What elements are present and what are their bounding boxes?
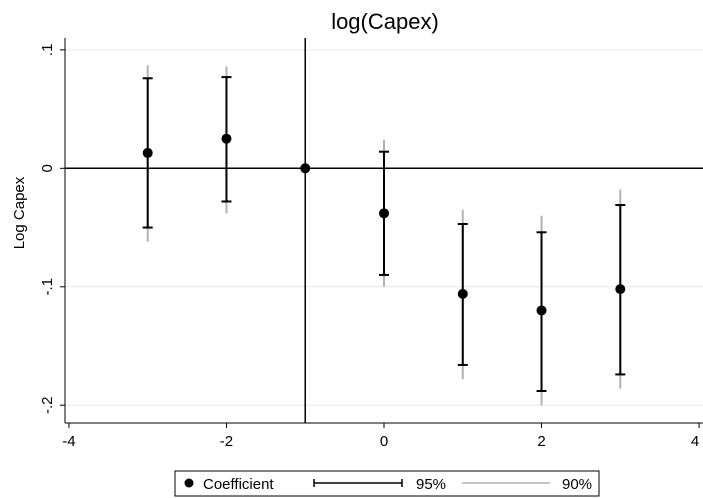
x-tick-label-1: -2 — [220, 433, 233, 450]
y-ticks: .1 0 -.1 -.2 — [39, 44, 65, 414]
legend-coefficient-marker — [184, 478, 194, 488]
coefficient-point-0 — [142, 147, 153, 158]
coefficient-point-2 — [300, 163, 311, 174]
x-tick-label-3: 2 — [537, 433, 545, 450]
legend-ci95-label: 95% — [416, 476, 446, 493]
x-ticks: -4 -2 0 2 4 — [62, 423, 700, 450]
coefficient-point-4 — [457, 288, 468, 299]
coefficient-point-1 — [221, 133, 232, 144]
legend-coefficient-label: Coefficient — [203, 476, 274, 493]
y-tick-label-0: .1 — [39, 44, 56, 57]
x-tick-label-2: 0 — [380, 433, 388, 450]
y-axis-label: Log Capex — [11, 176, 28, 249]
legend: Coefficient 95% 90% — [174, 470, 600, 497]
coefficient-point-6 — [615, 284, 626, 295]
ci95-intervals — [142, 76, 626, 393]
coefficient-points — [142, 133, 626, 316]
y-tick-label-1: 0 — [39, 164, 56, 172]
coefficient-point-5 — [536, 305, 547, 316]
chart-title: log(Capex) — [331, 9, 439, 34]
coefficient-point-3 — [379, 208, 389, 219]
legend-ci90-label: 90% — [562, 476, 592, 493]
x-tick-label-0: -4 — [62, 433, 75, 450]
y-tick-label-2: -.1 — [39, 278, 56, 296]
x-tick-label-4: 4 — [691, 433, 699, 450]
y-tick-label-3: -.2 — [39, 396, 56, 414]
